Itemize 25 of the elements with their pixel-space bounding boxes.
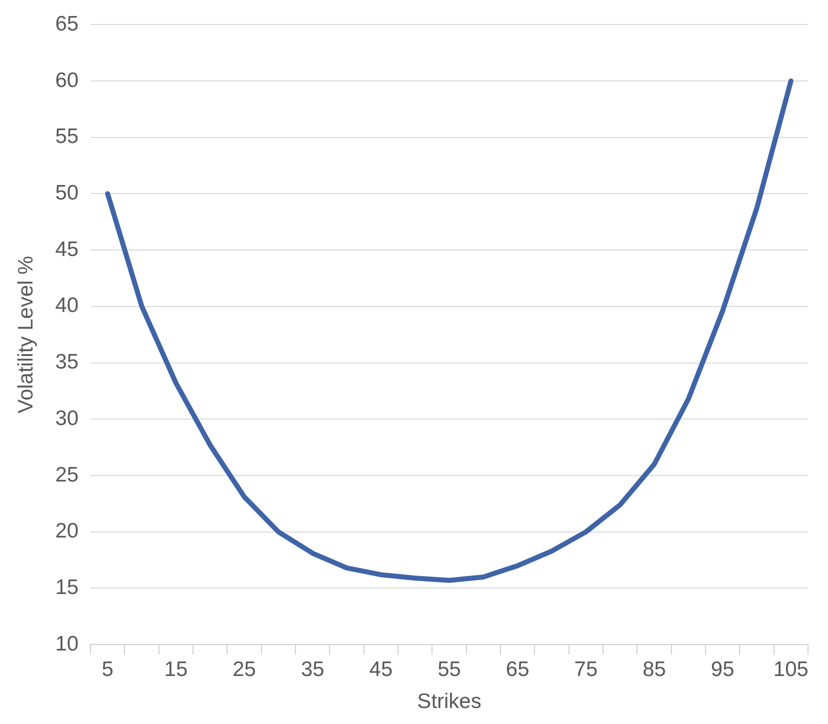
x-tick-label: 105	[773, 658, 808, 681]
x-axis-title: Strikes	[417, 690, 482, 714]
x-tick-label: 45	[369, 658, 393, 681]
y-tick-label: 20	[55, 520, 79, 543]
y-tick-label: 15	[55, 576, 79, 600]
x-tick-label: 35	[300, 658, 324, 681]
y-tick-label: 50	[55, 181, 79, 204]
x-tick-label: 75	[574, 658, 598, 681]
y-tick-label: 60	[55, 68, 79, 92]
y-tick-label: 45	[55, 238, 79, 261]
y-axis-title: Volatility Level %	[14, 256, 38, 414]
y-tick-label: 65	[55, 12, 79, 36]
y-tick-label: 55	[55, 125, 79, 148]
x-tick-label: 15	[164, 658, 188, 681]
x-tick-label: 85	[642, 658, 666, 681]
x-tick-label: 95	[710, 658, 734, 681]
y-tick-label: 40	[55, 294, 79, 318]
y-tick-label: 35	[55, 350, 79, 374]
x-tick-label: 55	[438, 658, 461, 681]
y-tick-label: 30	[55, 406, 79, 430]
x-tick-label: 5	[102, 658, 114, 681]
x-tick-label: 65	[506, 658, 530, 681]
y-tick-label: 25	[55, 463, 79, 486]
y-tick-label: 10	[55, 632, 79, 656]
x-tick-label: 25	[232, 658, 256, 681]
